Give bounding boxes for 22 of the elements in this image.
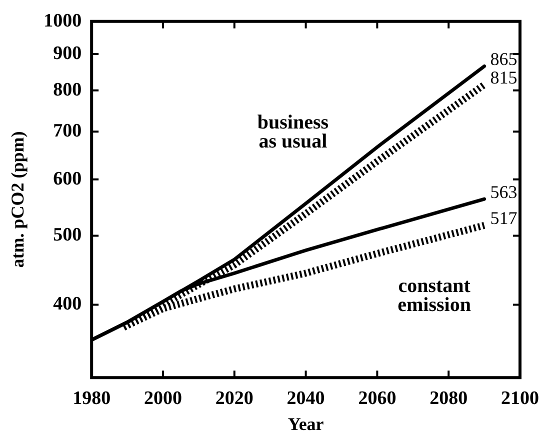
y-tick-label: 900	[53, 42, 82, 64]
data-label: 815	[490, 67, 518, 88]
annotation: business as usual	[257, 111, 329, 152]
data-label: 865	[490, 48, 518, 69]
annotation: constant emission	[398, 275, 471, 316]
x-tick-label: 1980	[72, 388, 111, 409]
x-tick-label: 2000	[144, 388, 182, 409]
y-tick-label: 700	[53, 120, 82, 142]
y-tick-label: 800	[53, 79, 82, 100]
x-tick-label: 2020	[215, 388, 254, 409]
x-axis-title: Year	[288, 414, 324, 434]
x-tick-label: 2040	[286, 388, 325, 409]
x-tick-label: 2080	[430, 388, 468, 409]
data-label: 563	[490, 182, 518, 202]
y-tick-label: 400	[53, 294, 82, 315]
y-tick-label: 500	[53, 224, 82, 246]
x-tick-label: 2100	[501, 388, 539, 409]
y-tick-label: 600	[53, 168, 82, 190]
x-tick-label: 2060	[358, 388, 396, 409]
y-tick-label: 1000	[44, 10, 82, 32]
y-axis-title: atm. pCO2 (ppm)	[7, 131, 28, 268]
data-label: 517	[490, 208, 518, 228]
